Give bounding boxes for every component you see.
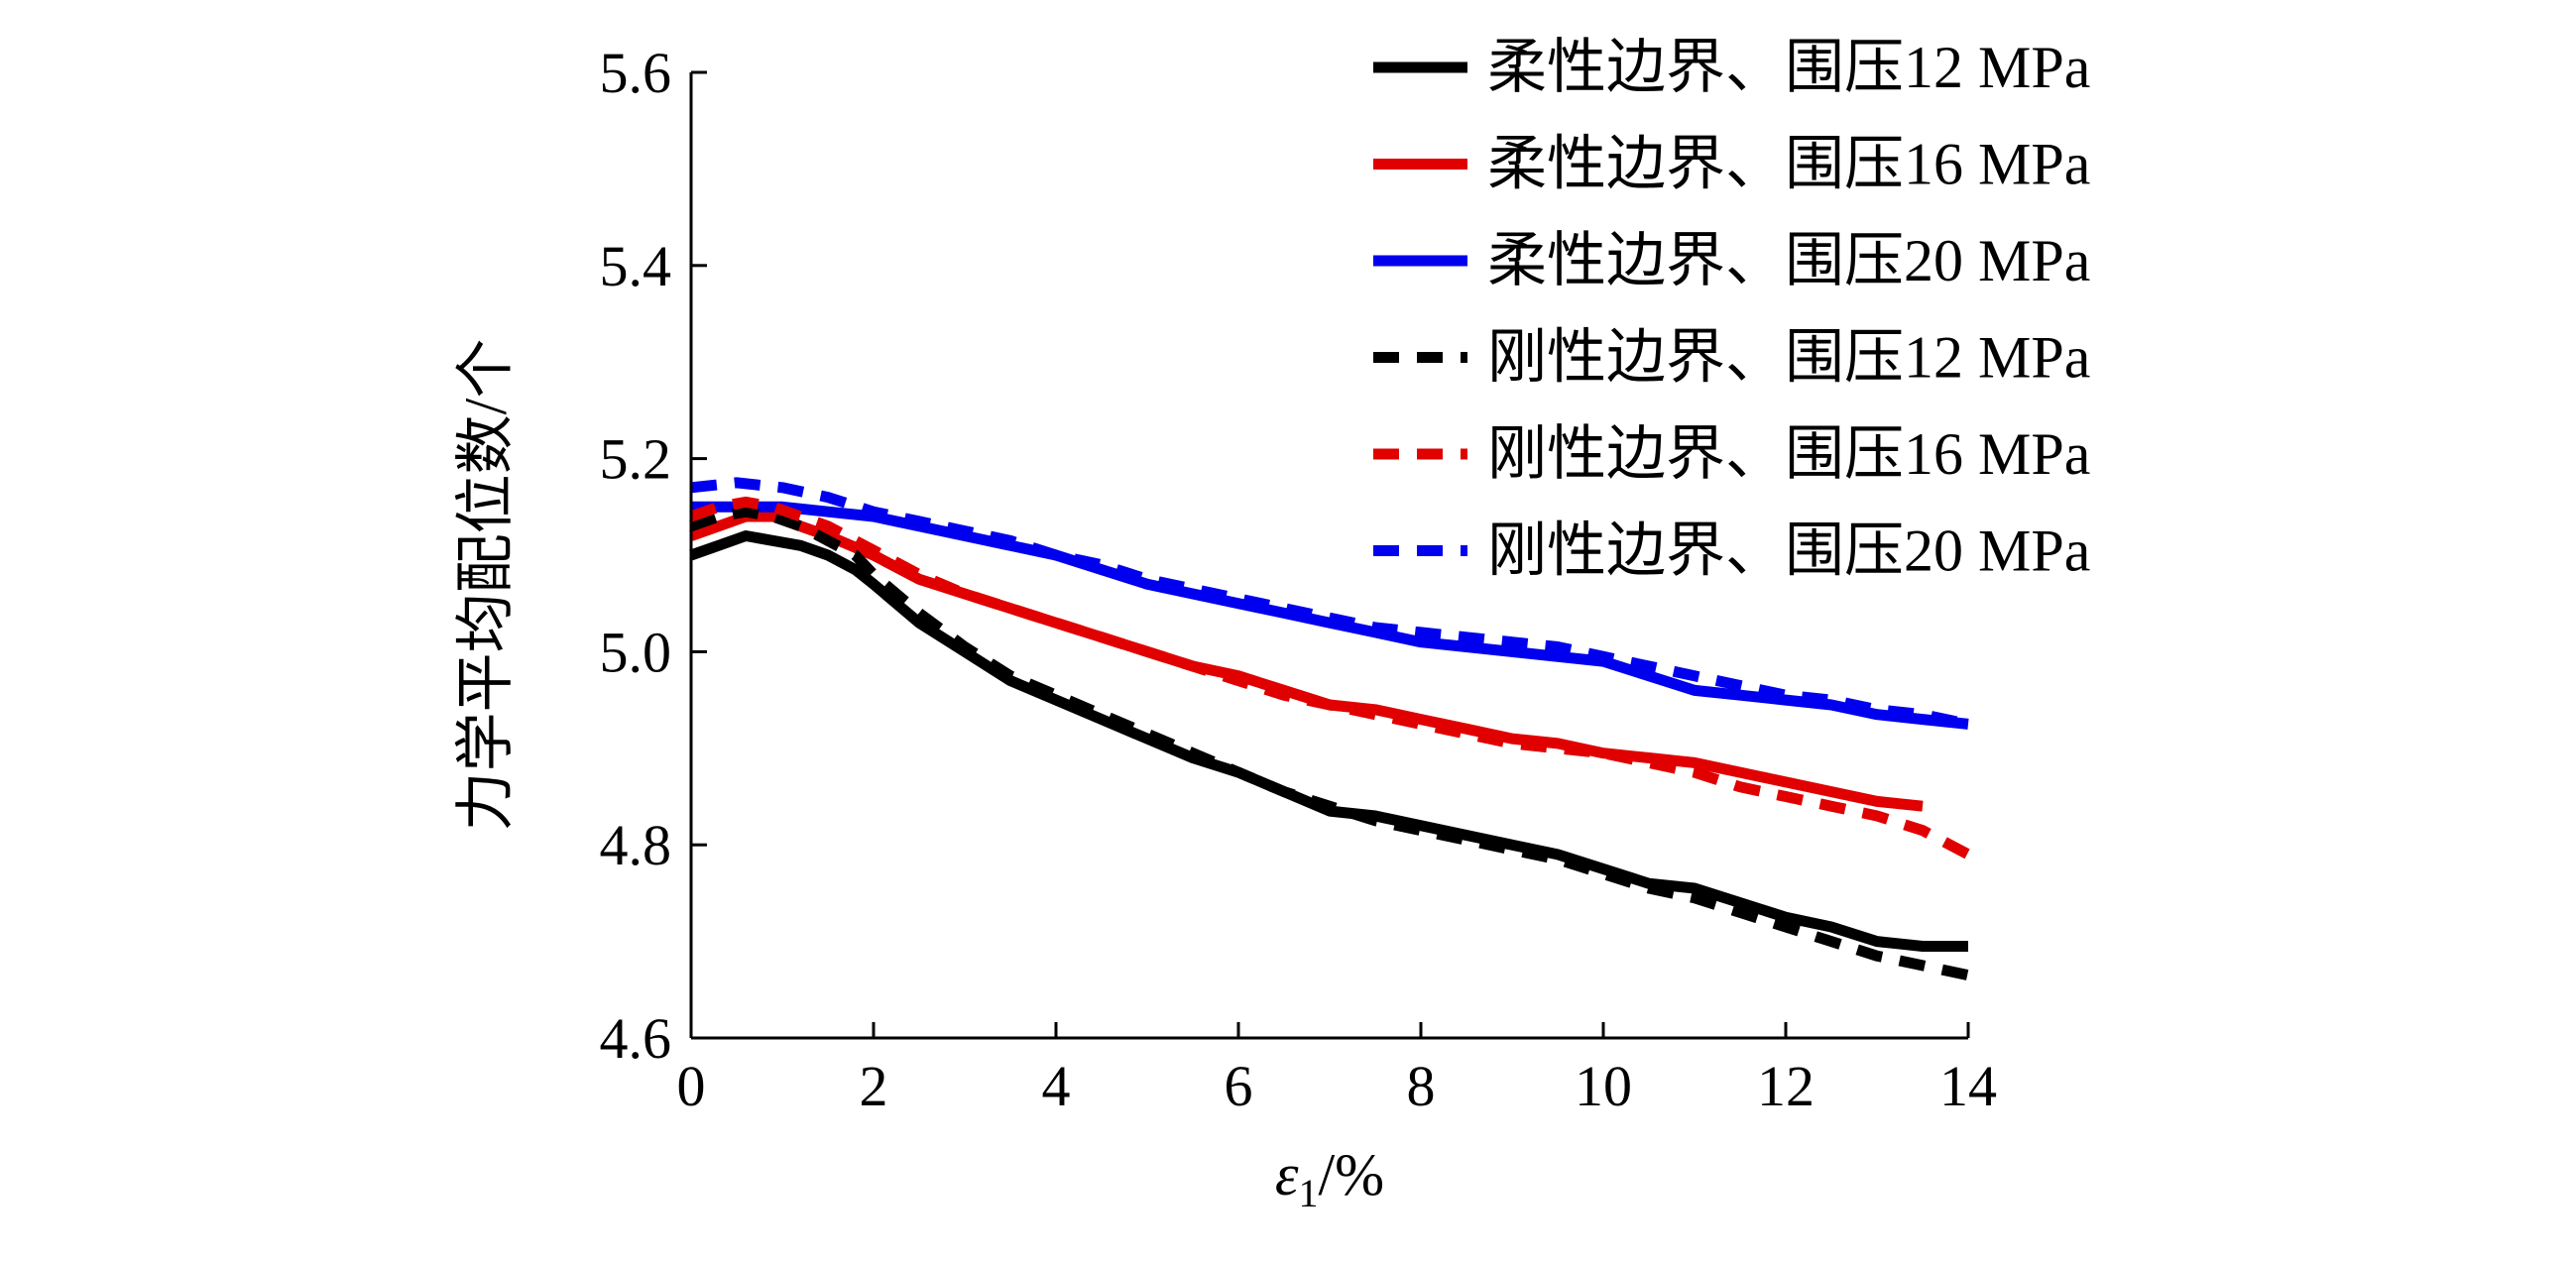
axes-group <box>689 72 1968 1040</box>
x-tick-label: 12 <box>1757 1054 1815 1118</box>
x-axis-title-unit: /% <box>1319 1142 1385 1207</box>
legend-label-3: 柔性边界、围压20 MPa <box>1487 228 2090 293</box>
series-line-5 <box>689 496 1971 860</box>
x-axis-title: ε1/% <box>1275 1142 1384 1215</box>
x-tick-label: 2 <box>860 1054 888 1118</box>
x-tick-label: 6 <box>1225 1054 1253 1118</box>
y-tick-label: 5.6 <box>600 41 672 105</box>
x-tick-label: 0 <box>677 1054 706 1118</box>
series-line-1 <box>689 530 1968 952</box>
legend-label-1: 柔性边界、围压12 MPa <box>1487 35 2090 100</box>
x-axis-title-subscript: 1 <box>1299 1171 1319 1215</box>
plot-series-group <box>689 477 1971 981</box>
y-axis-title: 力学平均配位数/个 <box>453 339 519 832</box>
y-tick-label: 5.4 <box>600 234 672 298</box>
x-tick-label: 4 <box>1042 1054 1071 1118</box>
legend: 柔性边界、围压12 MPa 柔性边界、围压16 MPa 柔性边界、围压20 MPa 刚… <box>1373 35 2090 584</box>
legend-label-2: 柔性边界、围压16 MPa <box>1487 132 2090 197</box>
y-tick-label: 4.6 <box>600 1006 672 1071</box>
x-axis-title-symbol: ε <box>1275 1142 1299 1207</box>
series-line-6 <box>690 477 1970 730</box>
legend-label-5: 刚性边界、围压16 MPa <box>1487 421 2090 487</box>
y-tick-label: 5.0 <box>600 620 672 684</box>
y-tick-label: 4.8 <box>600 813 672 877</box>
series-line-4 <box>689 506 1970 981</box>
x-tick-label: 8 <box>1407 1054 1436 1118</box>
legend-label-6: 刚性边界、围压20 MPa <box>1487 518 2090 584</box>
legend-label-4: 刚性边界、围压12 MPa <box>1487 325 2090 391</box>
x-tick-label: 14 <box>1939 1054 1997 1118</box>
ticks-group: 4.6 4.8 5.0 5.2 5.4 5.6 0 2 4 6 8 10 12 14 <box>600 41 1998 1118</box>
y-tick-label: 5.2 <box>600 427 672 492</box>
x-tick-label: 10 <box>1575 1054 1632 1118</box>
